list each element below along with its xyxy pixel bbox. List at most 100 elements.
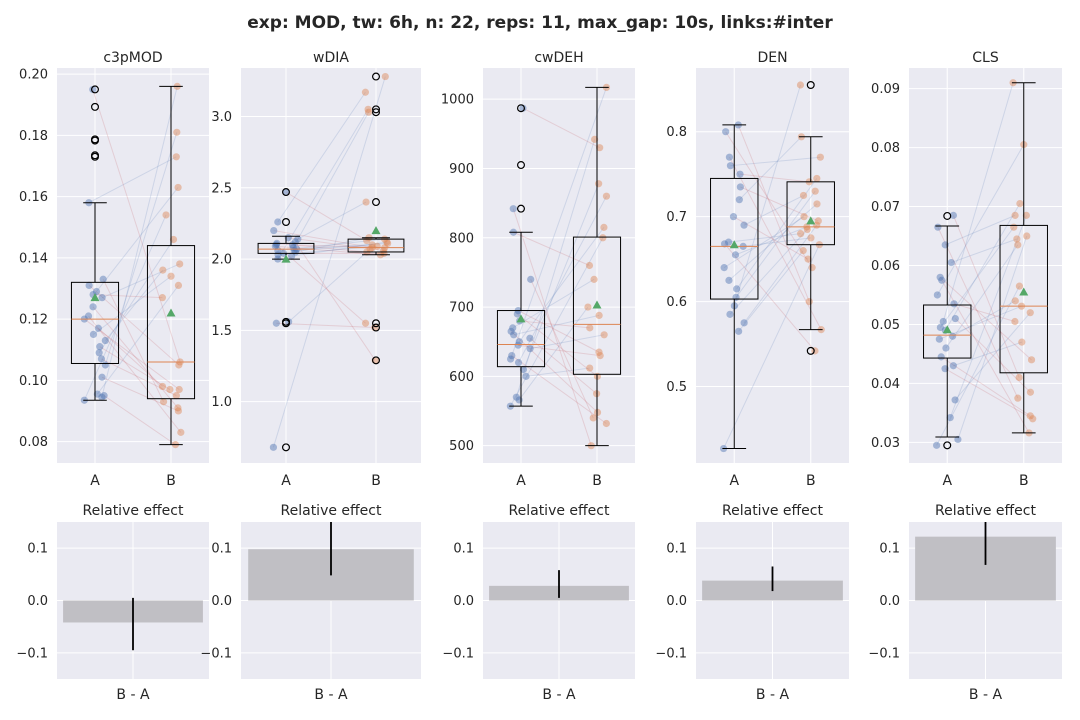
x-tick-label: B [1019, 473, 1029, 489]
point-a [735, 327, 743, 335]
point-a [95, 349, 103, 357]
point-a [951, 396, 959, 404]
y-tick-label: 0.10 [19, 374, 48, 389]
point-b [1016, 199, 1024, 208]
point-b [158, 294, 166, 302]
pair-link [945, 214, 1016, 246]
mean-marker [806, 216, 816, 225]
point-b [800, 213, 808, 221]
box-iqr [70, 281, 120, 364]
point-a [89, 85, 97, 94]
point-b [384, 239, 392, 247]
effect-tick-label: 0.1 [879, 542, 900, 557]
point-a [506, 355, 515, 363]
pair-link [517, 310, 600, 353]
point-a [271, 242, 279, 250]
mean-marker [942, 325, 952, 334]
point-b [169, 235, 178, 244]
point-a [509, 324, 517, 332]
pair-link [512, 208, 592, 446]
pair-link [723, 216, 805, 269]
pair-link [936, 144, 1025, 296]
point-a [720, 240, 729, 248]
point-a [951, 314, 959, 323]
pair-link [518, 306, 589, 401]
point-b [176, 260, 184, 268]
effect-x-label: B - A [756, 687, 790, 703]
panel-title: DEN [757, 50, 787, 66]
pair-link [88, 285, 180, 366]
point-b [584, 303, 592, 311]
pair-link [99, 346, 171, 390]
point-b [1026, 388, 1035, 396]
effect-title: Relative effect [935, 503, 1036, 519]
point-a [89, 330, 98, 338]
point-b [177, 428, 185, 436]
point-a [726, 310, 734, 318]
effect-tick-label: 0.1 [666, 542, 687, 557]
outlier [282, 218, 291, 227]
box-iqr [786, 181, 835, 246]
pair-link [104, 132, 178, 366]
point-a [508, 351, 516, 360]
point-a [936, 323, 944, 332]
pair-link [288, 237, 384, 252]
boxplot-b [572, 86, 622, 447]
pair-link [297, 201, 367, 240]
point-a [936, 273, 944, 281]
box-iqr [496, 310, 546, 368]
outlier [516, 104, 525, 113]
panel-title: wDIA [313, 50, 349, 66]
point-a [725, 276, 733, 284]
point-a [740, 319, 748, 327]
effect-tick-label: −0.1 [16, 646, 48, 661]
point-b [167, 272, 175, 280]
plot-area [483, 68, 635, 463]
pair-link [954, 312, 1031, 401]
pair-link [276, 242, 367, 253]
point-b [600, 331, 608, 339]
point-b [599, 234, 607, 242]
plot-area [696, 68, 849, 463]
pair-link [530, 334, 605, 350]
pair-link [944, 203, 1021, 331]
effect-tick-label: 0.1 [27, 542, 48, 557]
point-b [364, 108, 373, 116]
point-b [797, 230, 805, 238]
point-a [933, 441, 941, 449]
point-a [947, 258, 955, 267]
boxplot-a [710, 124, 759, 450]
pair-link [728, 233, 801, 243]
point-b [804, 255, 812, 263]
point-a [507, 327, 515, 335]
pair-link [738, 136, 802, 201]
point-a [93, 390, 101, 398]
point-a [938, 276, 946, 284]
pair-link [518, 195, 607, 363]
effect-title: Relative effect [722, 503, 823, 519]
pair-link [730, 156, 821, 167]
effect-tick-label: 0.0 [453, 594, 474, 609]
pair-link [510, 87, 607, 360]
point-a [99, 275, 107, 283]
point-b [1015, 373, 1023, 382]
point-a [950, 300, 958, 308]
pair-link [743, 194, 804, 226]
point-a [946, 414, 954, 422]
point-b [816, 153, 824, 161]
pair-link [728, 203, 818, 281]
x-tick-label: A [281, 473, 291, 489]
point-b [175, 361, 183, 369]
effect-tick-label: −0.1 [442, 646, 474, 661]
pair-link [518, 227, 605, 343]
pair-link [101, 263, 180, 299]
pair-link [515, 139, 596, 398]
point-b [600, 223, 608, 231]
pair-link [949, 215, 1027, 418]
outlier [90, 135, 99, 144]
effect-title: Relative effect [509, 503, 610, 519]
pair-link [945, 244, 1019, 349]
plot-area [241, 68, 421, 463]
point-a [720, 264, 728, 272]
